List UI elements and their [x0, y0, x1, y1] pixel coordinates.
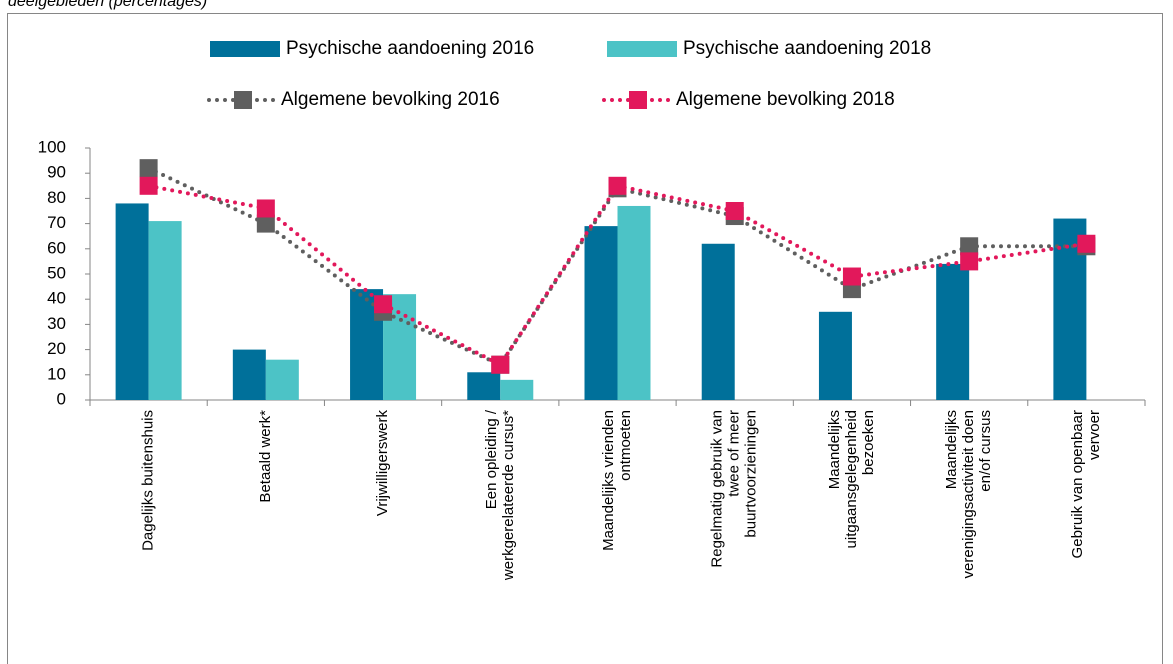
marker	[256, 214, 275, 233]
marker	[374, 295, 393, 314]
marker	[256, 199, 275, 218]
bar	[617, 205, 651, 400]
x-tick-label: Gebruik van openbaarvervoer	[1069, 410, 1103, 558]
x-tick-label: Vrijwilligerswerk	[374, 410, 391, 517]
marker	[139, 176, 158, 195]
marker	[960, 237, 979, 256]
marker	[842, 267, 861, 286]
bar	[265, 359, 299, 400]
y-tick-label: 100	[38, 137, 66, 156]
y-tick-label: 50	[47, 263, 66, 282]
legend-swatch	[607, 41, 677, 57]
marker	[608, 176, 627, 195]
legend-label: Psychische aandoening 2016	[286, 38, 534, 59]
bar	[500, 379, 534, 400]
x-tick-label: Maandelijksuitgaansgelegenheidbezoeken	[826, 410, 877, 548]
marker	[491, 355, 510, 374]
chart-border	[7, 13, 1163, 664]
marker	[725, 202, 744, 220]
legend-swatch	[210, 41, 280, 57]
marker	[1077, 234, 1096, 253]
y-tick-label: 10	[47, 364, 66, 383]
y-tick-label: 70	[47, 213, 66, 232]
x-tick-label: Maandelijks vriendenontmoeten	[600, 410, 634, 551]
marker	[960, 252, 979, 271]
legend-label: Algemene bevolking 2016	[281, 89, 500, 110]
bar	[232, 349, 266, 400]
bar	[584, 226, 618, 400]
y-tick-label: 80	[47, 188, 66, 207]
y-tick-label: 60	[47, 238, 66, 257]
bar	[148, 221, 182, 400]
legend-label: Algemene bevolking 2018	[676, 89, 895, 110]
legend-swatch	[234, 91, 252, 109]
marker	[139, 159, 158, 178]
bar	[115, 203, 149, 400]
y-tick-label: 0	[57, 389, 66, 408]
x-tick-label: Regelmatig gebruik vantwee of meerbuurtv…	[709, 410, 760, 568]
bar	[936, 263, 970, 400]
bar	[701, 243, 735, 400]
y-tick-label: 40	[47, 289, 66, 308]
x-tick-label: Een opleiding /werkgerelateerde cursus*	[483, 409, 517, 581]
y-tick-label: 90	[47, 163, 66, 182]
x-tick-label: Maandelijksverenigingsactiviteit doenen/…	[943, 410, 994, 578]
caption: deelgebieden (percentages)	[8, 0, 207, 10]
legend-swatch	[629, 91, 647, 109]
x-tick-label: Dagelijks buitenshuis	[140, 410, 157, 551]
y-tick-label: 30	[47, 314, 66, 333]
x-tick-label: Betaald werk*	[257, 410, 274, 503]
legend-label: Psychische aandoening 2018	[683, 38, 931, 59]
y-tick-label: 20	[47, 339, 66, 358]
bar	[818, 311, 852, 400]
bar	[467, 372, 501, 400]
